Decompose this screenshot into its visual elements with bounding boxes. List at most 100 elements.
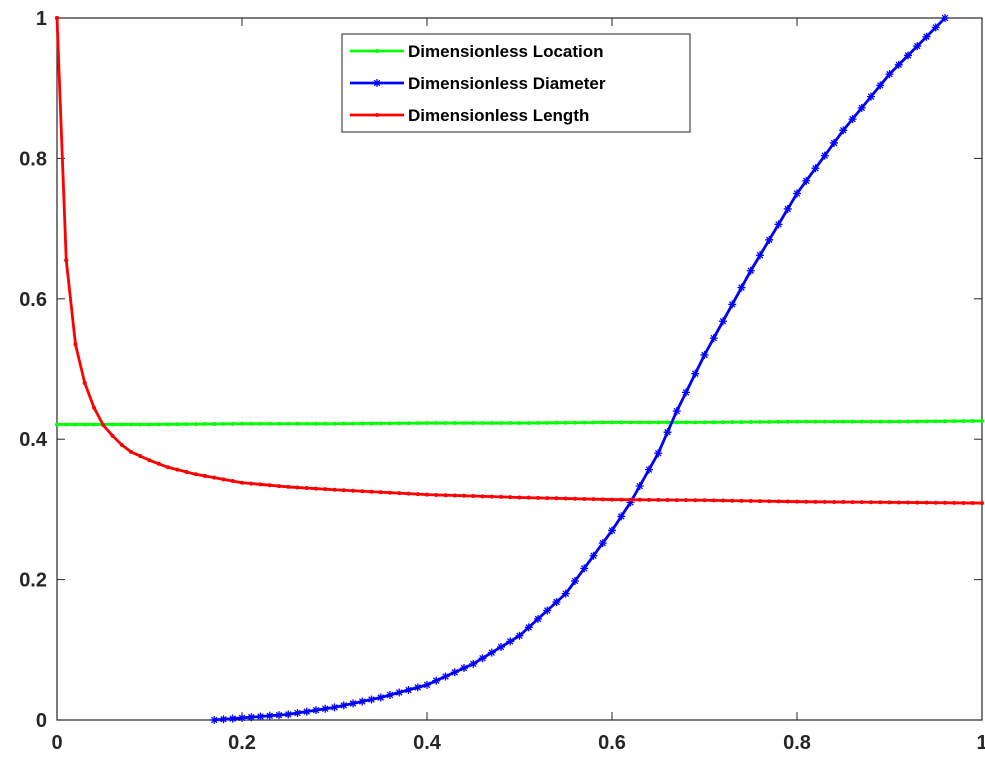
series-point-dimensionless-length [933, 500, 938, 505]
series-point-dimensionless-diameter [922, 32, 931, 41]
series-point-dimensionless-diameter [728, 300, 737, 309]
series-point-dimensionless-location [425, 421, 429, 426]
legend-label-dimensionless-diameter: Dimensionless Diameter [408, 74, 606, 93]
series-point-dimensionless-location [536, 420, 540, 425]
series-point-dimensionless-diameter [238, 713, 246, 722]
series-point-dimensionless-length [156, 461, 161, 466]
series-point-dimensionless-length [249, 481, 254, 486]
series-point-dimensionless-diameter [682, 388, 690, 397]
series-point-dimensionless-length [637, 497, 642, 502]
series-point-dimensionless-location [230, 421, 235, 426]
series-point-dimensionless-length [119, 442, 124, 447]
series-point-dimensionless-location [184, 422, 189, 427]
series-point-dimensionless-location [92, 422, 96, 427]
series-point-dimensionless-length [360, 489, 365, 494]
series-point-dimensionless-location [332, 421, 337, 426]
series-point-dimensionless-length [684, 498, 688, 503]
series-point-dimensionless-location [323, 421, 328, 426]
series-point-dimensionless-location [314, 421, 318, 426]
series-point-dimensionless-length [832, 499, 836, 504]
series-point-dimensionless-diameter [941, 14, 949, 22]
series-point-dimensionless-length [193, 472, 198, 477]
series-point-dimensionless-length [166, 465, 170, 470]
series-point-dimensionless-length [286, 484, 291, 489]
legend-label-dimensionless-location: Dimensionless Location [408, 42, 604, 61]
series-point-dimensionless-diameter [571, 577, 579, 586]
series-point-dimensionless-diameter [830, 138, 838, 147]
series-point-dimensionless-location [915, 419, 920, 424]
series-point-dimensionless-location [499, 421, 503, 426]
series-point-dimensionless-location [221, 421, 226, 426]
series-point-dimensionless-length [804, 499, 809, 504]
series-point-dimensionless-diameter [349, 699, 357, 708]
series-dimensionless-length [55, 16, 984, 506]
series-point-dimensionless-diameter [885, 70, 894, 79]
series-point-dimensionless-length [499, 494, 503, 499]
series-point-dimensionless-location [970, 419, 975, 424]
x-tick-label: 0.2 [228, 732, 256, 754]
series-point-dimensionless-diameter [358, 697, 367, 706]
series-point-dimensionless-diameter [469, 659, 478, 668]
series-point-dimensionless-length [619, 497, 624, 502]
series-point-dimensionless-location [258, 421, 263, 426]
series-point-dimensionless-location [138, 422, 143, 427]
legend-marker-dimensionless-diameter [373, 79, 381, 87]
series-point-dimensionless-diameter [756, 251, 764, 260]
series-point-dimensionless-location [832, 419, 836, 424]
series-point-dimensionless-diameter [210, 716, 219, 724]
series-point-dimensionless-diameter [913, 42, 922, 51]
series-point-dimensionless-length [101, 423, 106, 428]
series-point-dimensionless-location [878, 419, 883, 424]
series-point-dimensionless-location [175, 422, 180, 427]
series-point-dimensionless-location [341, 421, 346, 426]
series-point-dimensionless-diameter [265, 711, 274, 720]
series-point-dimensionless-length [767, 499, 772, 504]
series-point-dimensionless-length [739, 498, 744, 503]
series-point-dimensionless-location [591, 420, 596, 425]
series-point-dimensionless-length [341, 488, 346, 493]
y-tick-label: 0.2 [19, 570, 47, 592]
series-point-dimensionless-length [887, 500, 892, 505]
y-tick-label: 0.4 [19, 429, 48, 451]
series-point-dimensionless-length [508, 495, 513, 500]
series-point-dimensionless-length [452, 493, 457, 498]
series-point-dimensionless-length [573, 496, 577, 501]
series-point-dimensionless-location [489, 421, 494, 426]
series-point-dimensionless-length [138, 454, 143, 459]
x-tick-label: 1 [976, 732, 985, 754]
series-point-dimensionless-length [351, 488, 355, 493]
series-point-dimensionless-length [55, 16, 59, 20]
series-point-dimensionless-diameter [580, 564, 589, 573]
series-point-dimensionless-length [702, 498, 707, 503]
series-point-dimensionless-location [961, 419, 966, 424]
series-point-dimensionless-length [545, 496, 550, 501]
series-point-dimensionless-diameter [737, 283, 746, 292]
series-point-dimensionless-length [674, 498, 679, 503]
series-point-dimensionless-length [610, 497, 614, 502]
series-point-dimensionless-length [822, 499, 827, 504]
series-point-dimensionless-diameter [857, 103, 866, 112]
series-point-dimensionless-length [980, 501, 984, 506]
x-tick-label: 0 [51, 732, 62, 754]
series-point-dimensionless-location [841, 419, 846, 424]
series-point-dimensionless-location [980, 418, 984, 423]
series-point-dimensionless-location [415, 421, 420, 426]
series-point-dimensionless-diameter [904, 51, 912, 60]
series-point-dimensionless-diameter [330, 703, 339, 712]
series-point-dimensionless-location [240, 421, 244, 426]
series-point-dimensionless-location [859, 419, 864, 424]
series-point-dimensionless-length [859, 500, 864, 505]
series-point-dimensionless-location [933, 419, 938, 424]
series-point-dimensionless-diameter [848, 115, 857, 124]
y-tick-label: 1 [36, 8, 47, 30]
series-point-dimensionless-location [480, 421, 485, 426]
series-point-dimensionless-location [434, 421, 439, 426]
series-point-dimensionless-length [221, 477, 226, 482]
series-point-dimensionless-length [850, 500, 855, 505]
series-point-dimensionless-location [924, 419, 929, 424]
series-point-dimensionless-diameter [441, 672, 450, 681]
series-point-dimensionless-location [850, 419, 855, 424]
x-tick-label: 0.6 [598, 732, 626, 754]
series-point-dimensionless-diameter [672, 407, 681, 416]
